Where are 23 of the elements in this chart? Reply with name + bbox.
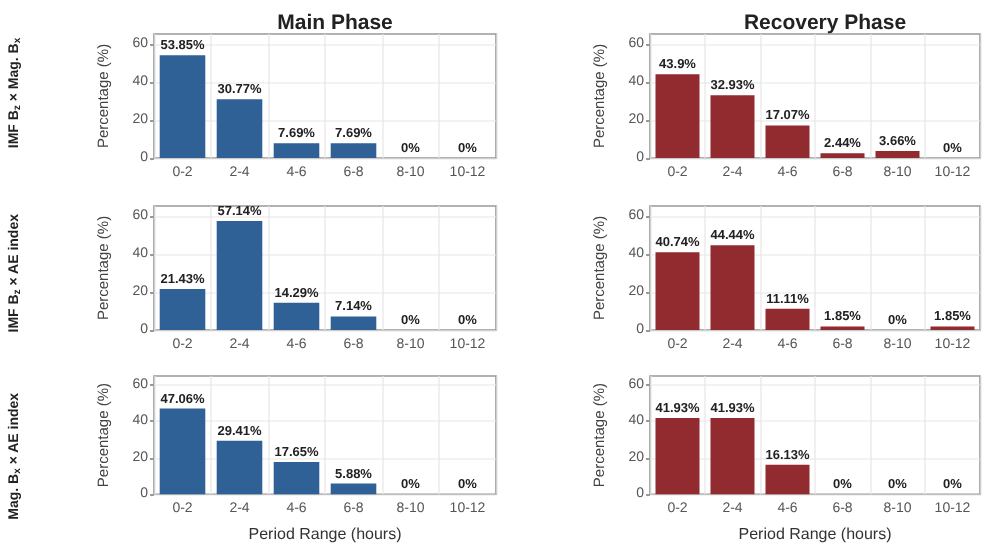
bar bbox=[273, 462, 320, 495]
bar bbox=[216, 99, 263, 158]
bar bbox=[655, 74, 700, 158]
bar bbox=[159, 55, 206, 158]
bar bbox=[655, 252, 700, 330]
bar bbox=[710, 245, 755, 330]
chart-title: Recovery Phase bbox=[743, 11, 907, 35]
bar bbox=[216, 440, 263, 495]
bar bbox=[330, 483, 377, 495]
x-axis-title: Period Range (hours) bbox=[248, 525, 403, 543]
bar bbox=[765, 308, 810, 330]
bar bbox=[875, 151, 920, 158]
chart-title: Main Phase bbox=[277, 11, 394, 35]
bar bbox=[710, 95, 755, 158]
bar bbox=[330, 143, 377, 158]
bar bbox=[159, 289, 206, 330]
bar bbox=[273, 302, 320, 330]
bar bbox=[273, 143, 320, 158]
x-axis-title: Period Range (hours) bbox=[738, 525, 893, 543]
bar bbox=[765, 125, 810, 158]
bar bbox=[216, 220, 263, 330]
bar bbox=[159, 408, 206, 495]
bar bbox=[330, 316, 377, 330]
